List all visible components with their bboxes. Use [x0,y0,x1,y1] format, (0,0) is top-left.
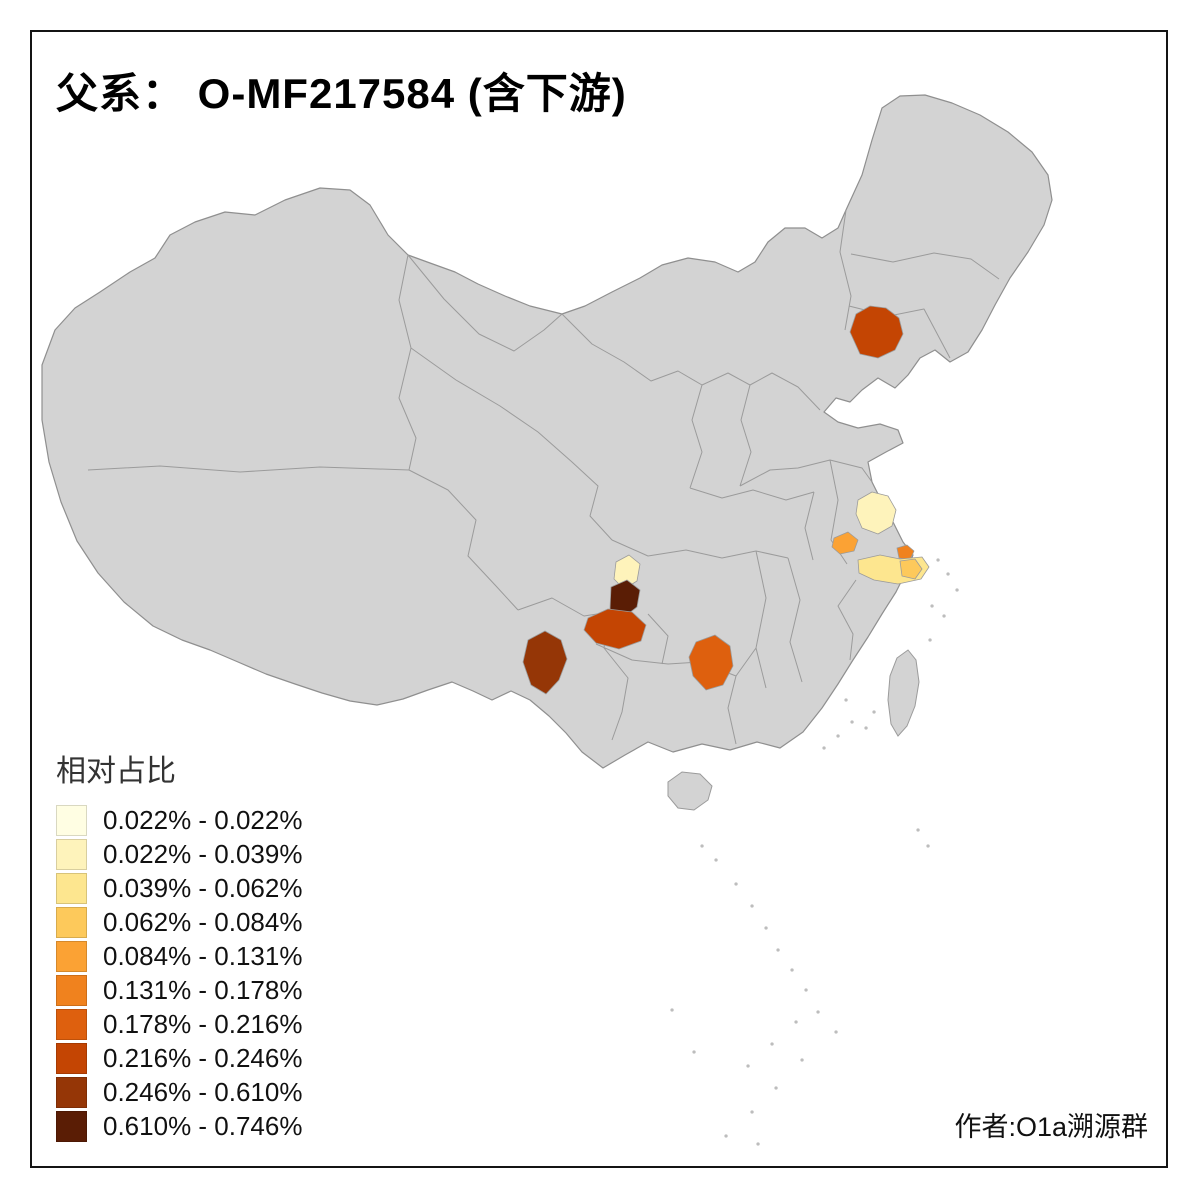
legend-swatch [56,941,87,972]
legend-swatch [56,975,87,1006]
legend-row: 0.062% - 0.084% [56,906,302,939]
region-central-jiangsu [855,491,897,535]
region-southern-liaoning [849,305,904,359]
legend-row: 0.216% - 0.246% [56,1042,302,1075]
legend-label: 0.022% - 0.039% [103,839,303,869]
region-shanghai [896,544,915,561]
region-northeast-zhejiang [899,558,923,580]
region-northern-guangxi [688,634,734,691]
hainan-island [667,771,713,811]
legend-swatch [56,839,87,870]
region-western-yunnan [522,630,568,695]
legend-title: 相对占比 [56,755,176,788]
author-credit: 作者:O1a溯源群 [954,1112,1148,1142]
legend-label: 0.246% - 0.610% [103,1077,303,1107]
province-borders [87,209,1000,745]
legend-row: 0.084% - 0.131% [56,940,302,973]
legend-label: 0.131% - 0.178% [103,975,303,1005]
page-title: 父系： O-MF217584 (含下游) [56,70,627,117]
legend-swatch [56,1043,87,1074]
legend-label: 0.084% - 0.131% [103,941,303,971]
region-central-guizhou [583,608,647,650]
legend-swatch [56,907,87,938]
legend-label: 0.062% - 0.084% [103,907,303,937]
legend-swatch [56,1111,87,1142]
small-islands [670,558,959,1146]
legend-label: 0.039% - 0.062% [103,873,303,903]
legend-label: 0.610% - 0.746% [103,1111,303,1141]
legend-row: 0.131% - 0.178% [56,974,302,1007]
legend-row: 0.022% - 0.039% [56,838,302,871]
legend-rows: 0.022% - 0.022% 0.022% - 0.039% 0.039% - 0… [56,804,302,1143]
legend-swatch [56,873,87,904]
taiwan-island [887,649,920,737]
legend-label: 0.216% - 0.246% [103,1043,303,1073]
legend-swatch [56,1009,87,1040]
legend-row: 0.039% - 0.062% [56,872,302,905]
legend-label: 0.178% - 0.216% [103,1009,303,1039]
legend-row: 0.022% - 0.022% [56,804,302,837]
legend-swatch [56,805,87,836]
legend-row: 0.178% - 0.216% [56,1008,302,1041]
region-chongqing-north [613,554,641,590]
region-southern-anhui [831,531,859,555]
legend-label: 0.022% - 0.022% [103,805,303,835]
legend-swatch [56,1077,87,1108]
legend: 相对占比 0.022% - 0.022% 0.022% - 0.039% 0.039… [56,746,302,1144]
highlighted-regions [522,305,930,695]
legend-row: 0.246% - 0.610% [56,1076,302,1109]
legend-row: 0.610% - 0.746% [56,1110,302,1143]
